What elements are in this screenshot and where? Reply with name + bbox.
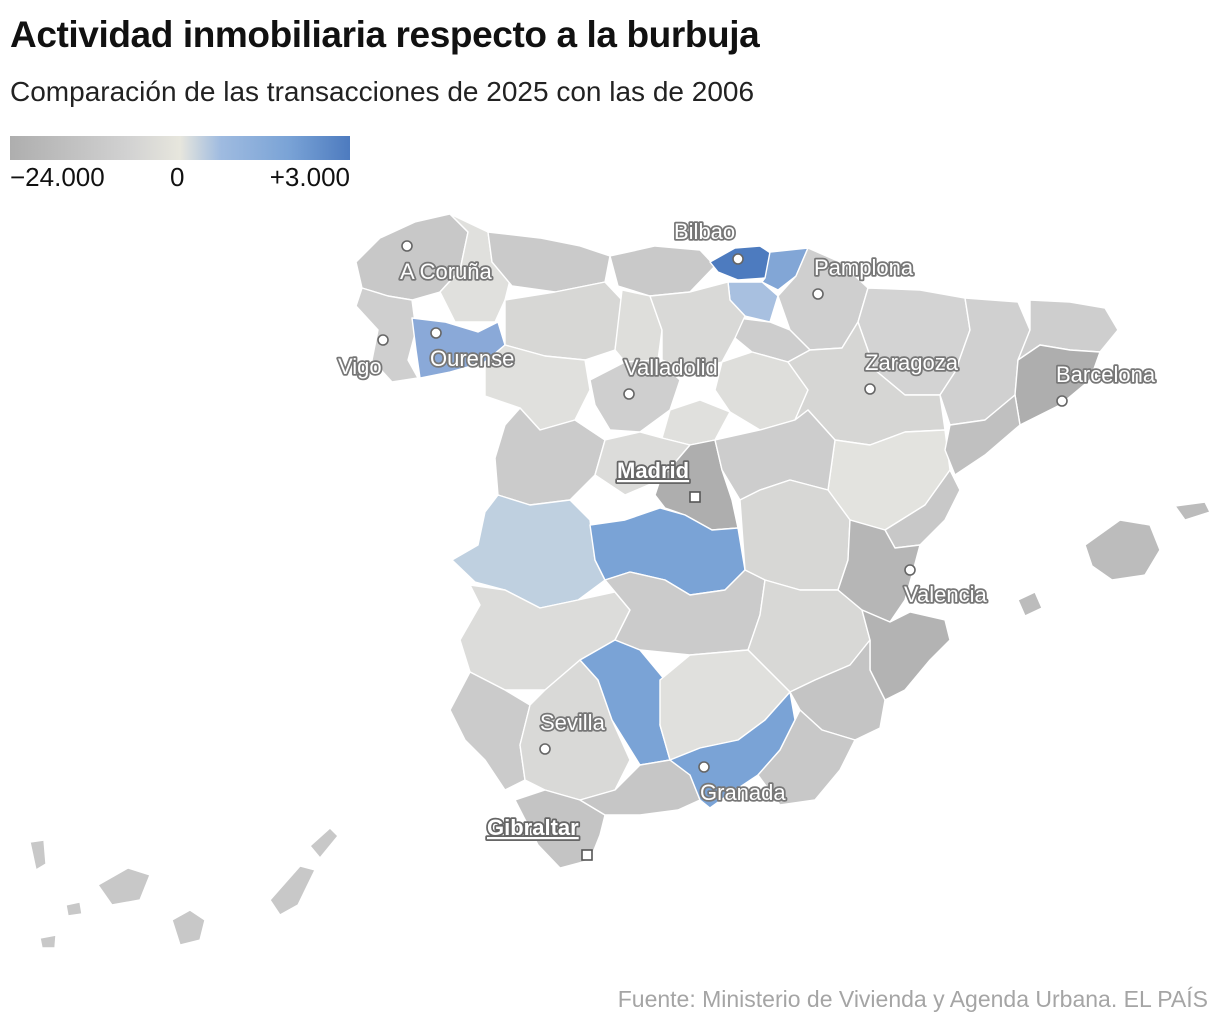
island-el-hierro	[39, 934, 57, 949]
city-markers	[377, 240, 1068, 861]
island-lanzarote	[309, 827, 339, 859]
province-cantabria	[609, 245, 716, 297]
marker-zaragoza	[864, 383, 876, 395]
color-legend: −24.000 0 +3.000	[10, 136, 350, 196]
legend-gradient-bar	[10, 136, 350, 160]
spain-choropleth-map: A Coruña Vigo Ourense Bilbao Pamplona Va…	[29, 213, 1211, 949]
marker-valencia	[904, 564, 916, 576]
city-label-zaragoza: Zaragoza	[865, 350, 959, 375]
island-menorca	[1174, 501, 1211, 521]
city-label-sevilla: Sevilla	[540, 710, 606, 735]
marker-granada	[698, 761, 710, 773]
legend-max-label: +3.000	[269, 162, 350, 192]
province-caceres	[451, 494, 606, 609]
chart-subtitle: Comparación de las transacciones de 2025…	[10, 76, 755, 107]
capital-label-gibraltar: Gibraltar	[487, 815, 579, 840]
city-label-valencia: Valencia	[904, 582, 988, 607]
island-tenerife	[97, 867, 151, 906]
city-label-bilbao: Bilbao	[674, 219, 735, 244]
province-huelva	[449, 671, 531, 791]
island-la-palma	[29, 839, 47, 871]
city-label-vigo: Vigo	[338, 354, 382, 379]
province-pontevedra	[355, 287, 419, 383]
marker-madrid	[689, 491, 701, 503]
province-leon	[504, 281, 623, 361]
source-note: Fuente: Ministerio de Vivienda y Agenda …	[617, 986, 1208, 1012]
chart-title: Actividad inmobiliaria respecto a la bur…	[10, 14, 760, 55]
province-cuenca	[739, 479, 851, 591]
province-tarragona	[944, 394, 1021, 476]
province-valencia	[837, 519, 921, 623]
island-gran-canaria	[171, 909, 206, 946]
province-burgos	[649, 281, 746, 371]
marker-ourense	[430, 327, 442, 339]
marker-sevilla	[539, 743, 551, 755]
marker-vigo	[377, 334, 389, 346]
province-cadiz	[514, 789, 606, 869]
capital-label-madrid: Madrid	[617, 458, 689, 483]
legend-zero-label: 0	[170, 162, 185, 192]
island-fuerteventura	[269, 865, 316, 916]
city-label-ourense: Ourense	[430, 346, 514, 371]
island-la-gomera	[65, 901, 83, 917]
marker-bilbao	[732, 253, 744, 265]
province-almeria	[757, 709, 856, 806]
city-labels: A Coruña Vigo Ourense Bilbao Pamplona Va…	[336, 217, 1157, 842]
city-label-barcelona: Barcelona	[1056, 362, 1156, 387]
city-label-granada: Granada	[700, 780, 786, 805]
marker-gibraltar	[581, 849, 593, 861]
city-label-a-coruna: A Coruña	[400, 259, 492, 284]
city-label-pamplona: Pamplona	[814, 255, 914, 280]
island-mallorca	[1084, 519, 1161, 581]
marker-barcelona	[1056, 395, 1068, 407]
city-label-valladolid: Valladolid	[624, 355, 718, 380]
island-ibiza	[1017, 591, 1043, 617]
marker-valladolid	[623, 388, 635, 400]
legend-min-label: −24.000	[10, 162, 105, 192]
marker-pamplona	[812, 288, 824, 300]
marker-a-coruna	[401, 240, 413, 252]
